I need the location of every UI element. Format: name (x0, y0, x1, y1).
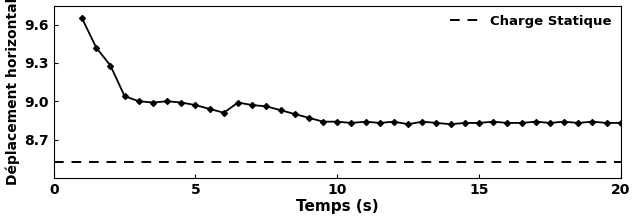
X-axis label: Temps (s): Temps (s) (296, 200, 378, 214)
Charge Statique (50, 161, 57, 163)
Y-axis label: Déplacement horizontal: Déplacement horizontal (6, 0, 20, 185)
Legend: Charge Statique: Charge Statique (445, 9, 617, 33)
Charge Statique (78, 161, 86, 163)
